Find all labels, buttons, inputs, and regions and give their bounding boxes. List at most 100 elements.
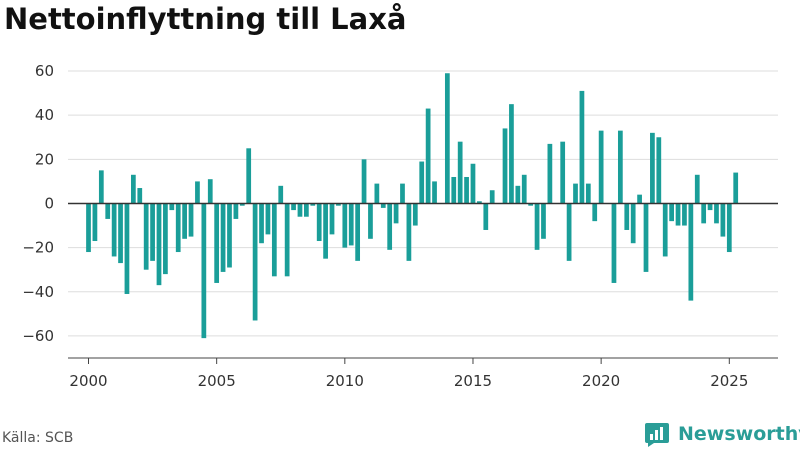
bar [592, 203, 598, 222]
bar [406, 203, 412, 261]
bar [316, 203, 322, 242]
bar [611, 203, 617, 283]
bar [483, 203, 489, 230]
bar [130, 174, 136, 204]
bar [329, 203, 335, 235]
brand-name: Newsworthy [678, 423, 800, 445]
bar [630, 203, 636, 244]
bar [682, 203, 687, 226]
bar [214, 203, 220, 283]
bars [86, 73, 739, 339]
newsworthy-logo-icon [645, 423, 669, 447]
bar [701, 203, 707, 224]
bar [509, 104, 514, 204]
bar [425, 108, 431, 204]
bar [278, 185, 284, 204]
bar [156, 203, 162, 286]
bar [707, 203, 713, 211]
bar [233, 203, 239, 219]
x-axis: 2000 2005 2010 2015 2020 2025 [68, 357, 778, 390]
bar [86, 203, 91, 253]
bar [124, 203, 130, 294]
bar [368, 203, 373, 239]
bar [444, 73, 450, 204]
bar [304, 203, 309, 217]
bar [541, 203, 546, 239]
bar [284, 203, 290, 277]
chart-title: Nettoinflyttning till Laxå [4, 2, 407, 36]
bar [432, 181, 437, 204]
bar [637, 194, 642, 204]
bar [502, 128, 508, 204]
bar [361, 159, 367, 204]
bar [560, 141, 566, 204]
bar [675, 203, 681, 226]
bar [259, 203, 264, 244]
x-tick-label: 2015 [454, 372, 492, 390]
bar [201, 203, 207, 339]
bar [477, 201, 482, 204]
bar [297, 203, 303, 217]
bar [579, 90, 585, 204]
bar [534, 203, 540, 250]
bar [650, 132, 655, 204]
y-tick-label: −20 [22, 239, 54, 257]
bar [271, 203, 277, 277]
bar [348, 203, 354, 246]
bar [143, 203, 149, 270]
bar [387, 203, 393, 250]
bar [246, 148, 252, 204]
bar [98, 170, 104, 204]
bar [694, 174, 700, 204]
bar [515, 185, 521, 204]
bar [470, 163, 476, 204]
bar [323, 203, 328, 259]
x-tick-label: 2005 [198, 372, 236, 390]
bar-chart: −60 −40 −20 0 20 40 60 2000 2005 2010 2015 2020 202… [22, 62, 778, 390]
bar [336, 203, 341, 206]
x-tick-label: 2025 [710, 372, 748, 390]
bar [227, 203, 232, 268]
bar [393, 203, 399, 224]
bar [451, 176, 457, 204]
y-tick-label: −60 [22, 327, 54, 345]
bar [643, 203, 649, 272]
bar [118, 203, 123, 264]
bar [252, 203, 258, 321]
y-tick-label: 60 [35, 62, 54, 80]
bar [714, 203, 719, 224]
bar [566, 203, 572, 261]
bar [265, 203, 271, 235]
source-note: Källa: SCB [2, 430, 74, 446]
bar [105, 203, 111, 219]
bar [573, 183, 578, 204]
bar [656, 137, 662, 204]
bar [669, 203, 674, 222]
y-tick-label: 40 [35, 106, 54, 124]
bar [188, 203, 194, 237]
bar [355, 203, 361, 261]
bar [400, 183, 405, 204]
x-tick-label: 2000 [69, 372, 107, 390]
bar [92, 203, 98, 242]
brand-logo[interactable]: Newsworthy [644, 420, 800, 448]
bar [617, 130, 623, 204]
y-tick-label: 20 [35, 150, 54, 168]
bar [720, 203, 726, 237]
bar [598, 130, 604, 204]
bar [291, 203, 296, 211]
bar [310, 203, 316, 206]
bar [342, 203, 348, 248]
bar [239, 203, 245, 206]
y-tick-label: −40 [22, 283, 54, 301]
bar [412, 203, 418, 226]
bar [547, 143, 553, 204]
bar [489, 190, 495, 204]
gridlines [68, 70, 778, 337]
bar [464, 176, 469, 204]
y-axis-ticks: −60 −40 −20 0 20 40 60 [22, 62, 54, 345]
x-tick-label: 2010 [326, 372, 364, 390]
bar [137, 188, 143, 204]
bar [624, 203, 630, 230]
bar [182, 203, 187, 239]
